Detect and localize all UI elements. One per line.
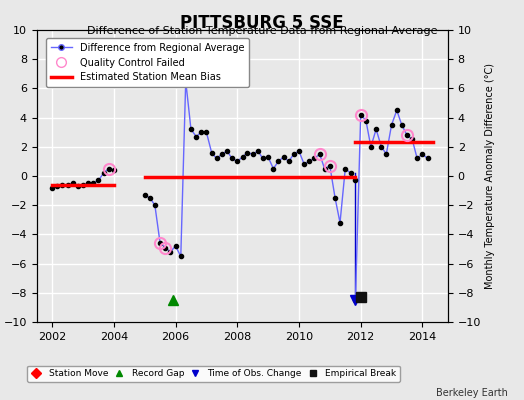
- Legend: Station Move, Record Gap, Time of Obs. Change, Empirical Break: Station Move, Record Gap, Time of Obs. C…: [27, 366, 400, 382]
- Text: PITTSBURG 5 SSE: PITTSBURG 5 SSE: [180, 14, 344, 32]
- Text: Berkeley Earth: Berkeley Earth: [436, 388, 508, 398]
- Y-axis label: Monthly Temperature Anomaly Difference (°C): Monthly Temperature Anomaly Difference (…: [485, 63, 495, 289]
- Text: Difference of Station Temperature Data from Regional Average: Difference of Station Temperature Data f…: [87, 26, 437, 36]
